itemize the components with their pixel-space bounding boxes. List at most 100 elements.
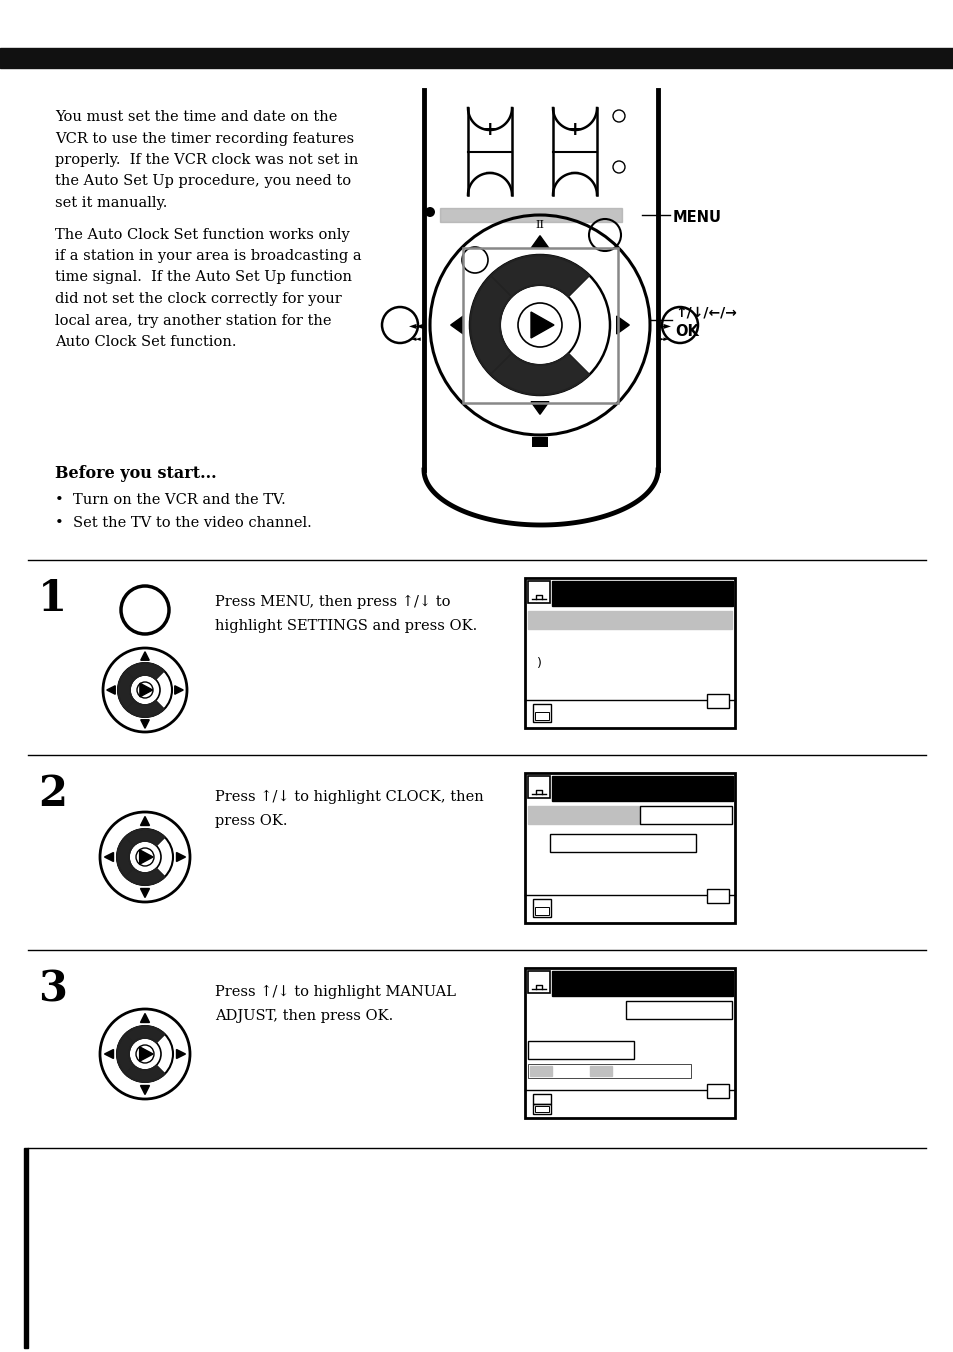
Polygon shape: [450, 316, 463, 334]
Text: MENU: MENU: [672, 211, 721, 226]
Polygon shape: [126, 662, 164, 680]
Bar: [625, 1000, 731, 1019]
Polygon shape: [140, 1014, 150, 1022]
Polygon shape: [118, 671, 134, 708]
Text: press OK.: press OK.: [214, 814, 287, 827]
Polygon shape: [125, 1065, 165, 1082]
Bar: [527, 581, 550, 603]
Text: ◄◄: ◄◄: [408, 320, 423, 330]
Polygon shape: [117, 1034, 133, 1073]
Bar: [527, 611, 731, 629]
Polygon shape: [105, 853, 113, 861]
Bar: [527, 1041, 634, 1059]
Polygon shape: [141, 652, 149, 660]
Bar: [527, 971, 550, 992]
Bar: [706, 890, 728, 903]
Polygon shape: [470, 256, 589, 395]
Bar: [589, 1065, 612, 1076]
Polygon shape: [176, 853, 185, 861]
Polygon shape: [141, 719, 149, 729]
Circle shape: [424, 207, 435, 218]
Bar: [533, 704, 551, 722]
Text: local area, try another station for the: local area, try another station for the: [55, 314, 331, 327]
Text: ►►: ►►: [658, 337, 669, 342]
Bar: [639, 806, 731, 823]
Text: highlight SETTINGS and press OK.: highlight SETTINGS and press OK.: [214, 619, 477, 633]
Text: VCR to use the timer recording features: VCR to use the timer recording features: [55, 131, 354, 146]
Polygon shape: [140, 817, 150, 826]
Text: –: –: [570, 164, 579, 183]
Text: 1: 1: [38, 579, 67, 621]
Text: ): ): [537, 657, 541, 671]
Bar: [552, 581, 732, 606]
Text: ◄◄: ◄◄: [410, 337, 421, 342]
Polygon shape: [125, 829, 165, 846]
Polygon shape: [490, 256, 589, 296]
Polygon shape: [107, 685, 115, 694]
Text: time signal.  If the Auto Set Up function: time signal. If the Auto Set Up function: [55, 270, 352, 284]
Text: OK: OK: [675, 324, 699, 339]
Bar: [527, 806, 639, 823]
Polygon shape: [117, 829, 165, 886]
Bar: [462, 247, 618, 403]
Polygon shape: [531, 235, 548, 249]
Bar: [24, 1148, 28, 1348]
Text: Auto Clock Set function.: Auto Clock Set function.: [55, 335, 236, 349]
Text: •  Set the TV to the video channel.: • Set the TV to the video channel.: [55, 516, 312, 530]
Polygon shape: [126, 700, 164, 717]
Polygon shape: [140, 1086, 150, 1095]
Bar: [532, 437, 547, 448]
Text: the Auto Set Up procedure, you need to: the Auto Set Up procedure, you need to: [55, 174, 351, 188]
Bar: [550, 834, 696, 852]
Bar: [535, 713, 548, 721]
Text: Press ↑/↓ to highlight MANUAL: Press ↑/↓ to highlight MANUAL: [214, 986, 456, 999]
Text: did not set the clock correctly for your: did not set the clock correctly for your: [55, 292, 341, 306]
Text: –: –: [485, 164, 495, 183]
Text: •  Turn on the VCR and the TV.: • Turn on the VCR and the TV.: [55, 493, 286, 507]
Polygon shape: [616, 316, 629, 334]
Polygon shape: [139, 1046, 152, 1061]
Text: You must set the time and date on the: You must set the time and date on the: [55, 110, 337, 124]
Text: Before you start...: Before you start...: [55, 465, 216, 483]
Polygon shape: [140, 888, 150, 898]
Bar: [533, 1094, 551, 1105]
Text: properly.  If the VCR clock was not set in: properly. If the VCR clock was not set i…: [55, 153, 358, 168]
Bar: [524, 968, 734, 1118]
Text: Press MENU, then press ↑/↓ to: Press MENU, then press ↑/↓ to: [214, 595, 450, 610]
Bar: [527, 1064, 690, 1078]
Polygon shape: [531, 402, 548, 414]
Bar: [0, 49, 953, 68]
Polygon shape: [174, 685, 183, 694]
Bar: [524, 773, 734, 923]
Bar: [706, 1084, 728, 1098]
Polygon shape: [125, 868, 165, 886]
Text: II: II: [535, 220, 544, 230]
Polygon shape: [490, 353, 589, 395]
Polygon shape: [105, 1049, 113, 1059]
Bar: [706, 694, 728, 708]
Bar: [524, 579, 734, 727]
Polygon shape: [125, 1026, 165, 1042]
Text: ↑/↓/←/→: ↑/↓/←/→: [675, 306, 736, 319]
Text: 2: 2: [38, 773, 67, 815]
Bar: [530, 1065, 552, 1076]
Text: 3: 3: [38, 968, 67, 1010]
Bar: [527, 776, 550, 798]
Bar: [439, 208, 621, 222]
Polygon shape: [118, 662, 164, 717]
Bar: [533, 1105, 551, 1114]
Bar: [533, 899, 551, 917]
Text: if a station in your area is broadcasting a: if a station in your area is broadcastin…: [55, 249, 361, 264]
Text: ►►: ►►: [656, 320, 671, 330]
Bar: [552, 776, 732, 800]
Polygon shape: [117, 1026, 165, 1082]
Polygon shape: [470, 276, 511, 375]
Text: ADJUST, then press OK.: ADJUST, then press OK.: [214, 1009, 393, 1023]
Text: The Auto Clock Set function works only: The Auto Clock Set function works only: [55, 227, 350, 242]
Text: set it manually.: set it manually.: [55, 196, 167, 210]
Polygon shape: [139, 850, 152, 864]
Polygon shape: [117, 837, 133, 877]
Polygon shape: [531, 312, 554, 338]
Polygon shape: [140, 683, 152, 696]
Text: +: +: [566, 120, 582, 139]
